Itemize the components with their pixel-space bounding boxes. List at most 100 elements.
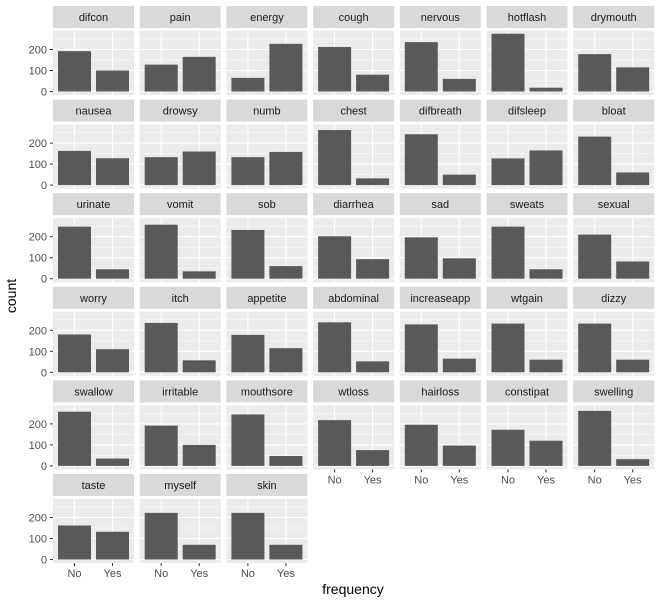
bar-yes [442,358,476,373]
bar-no [231,512,265,560]
bar-yes [182,444,216,466]
facet-strip [53,193,134,216]
bar-yes [269,151,303,186]
y-tick-label: 200 [29,325,47,337]
facet-strip [399,380,481,403]
facet-label: numb [253,106,281,118]
bar-no [231,229,265,279]
bar-no [144,322,178,373]
facet-strip [226,193,308,216]
facet-strip [53,99,134,122]
facet-strip [226,6,308,28]
facet-strip [53,6,134,28]
bar-yes [96,458,129,466]
x-tick-label: Yes [364,474,382,486]
bar-no [404,424,438,466]
bar-no [578,234,612,279]
facet-strip [313,193,395,216]
y-tick-label: 200 [29,419,47,431]
x-tick-label: No [154,568,168,580]
facet-label: sweats [510,199,545,211]
bar-yes [442,174,476,186]
bar-yes [442,258,476,279]
facet-strip [399,286,481,309]
facet-strip [486,99,568,122]
facet-label: swelling [594,386,633,398]
bar-no [144,512,178,560]
facet-label: dizzy [601,293,627,305]
facet-label: worry [79,293,107,305]
facet-urinate: urinate 0 100 200 [29,193,134,286]
facet-strip [139,99,221,122]
facet-strip [226,380,308,403]
y-tick-label: 200 [29,232,47,244]
facet-label: sexual [598,199,630,211]
bar-no [144,425,178,466]
facet-sad: sad [399,193,481,283]
facet-strip [399,99,481,122]
facet-irritable: irritable [139,380,221,470]
facet-sob: sob [226,193,308,283]
facet-strip [226,286,308,309]
facet-hairloss: hairloss No Yes [399,380,481,486]
y-axis-title: count [3,279,19,313]
facet-swelling: swelling No Yes [573,380,655,486]
facet-strip [573,99,655,122]
facet-strip [313,99,395,122]
bar-yes [182,151,216,186]
facet-label: irritable [162,386,198,398]
facet-difbreath: difbreath [399,99,481,189]
bar-no [491,226,525,279]
bar-yes [182,544,216,560]
bar-no [578,410,612,466]
x-tick-label: Yes [190,568,208,580]
bar-no [318,322,352,373]
bar-yes [616,172,650,186]
facet-strip [226,474,308,496]
facet-vomit: vomit [139,193,221,283]
facet-cough: cough [313,6,395,95]
facet-strip [486,193,568,216]
x-tick-label: Yes [277,568,295,580]
facet-label: itch [172,293,189,305]
facet-drowsy: drowsy [139,99,221,189]
x-tick-label: No [501,474,515,486]
facet-wtgain: wtgain [486,286,568,376]
bar-no [231,157,265,186]
bar-no [58,525,91,560]
facet-mouthsore: mouthsore [226,380,308,470]
bar-no [58,334,91,373]
facet-strip [313,6,395,28]
bar-no [491,323,525,373]
facet-label: energy [250,12,284,24]
facet-label: swallow [74,386,113,398]
facet-strip [399,193,481,216]
bar-no [404,237,438,279]
bar-no [404,134,438,186]
facet-sweats: sweats [486,193,568,283]
facet-wtloss: wtloss No Yes [313,380,395,486]
bar-yes [356,259,390,279]
facet-chest: chest [313,99,395,189]
facet-strip [139,380,221,403]
bar-yes [356,450,390,466]
bar-no [491,158,525,186]
bar-no [578,136,612,186]
facet-label: diarrhea [333,199,374,211]
facet-increaseapp: increaseapp [399,286,481,376]
bar-yes [616,67,650,92]
facet-nausea: nausea 0 100 200 [29,99,134,192]
bar-no [318,236,352,279]
bar-yes [616,359,650,373]
facet-strip [573,380,655,403]
y-tick-label: 100 [29,66,47,78]
facet-strip [313,380,395,403]
bar-no [491,33,525,92]
facet-strip [139,193,221,216]
facet-skin: skin No Yes [226,474,308,580]
facet-hotflash: hotflash [486,6,568,95]
bar-yes [529,359,563,373]
facet-taste: taste 0 100 200 No Yes [29,474,134,580]
facet-label: pain [170,12,191,24]
x-axis-title: frequency [322,581,383,597]
